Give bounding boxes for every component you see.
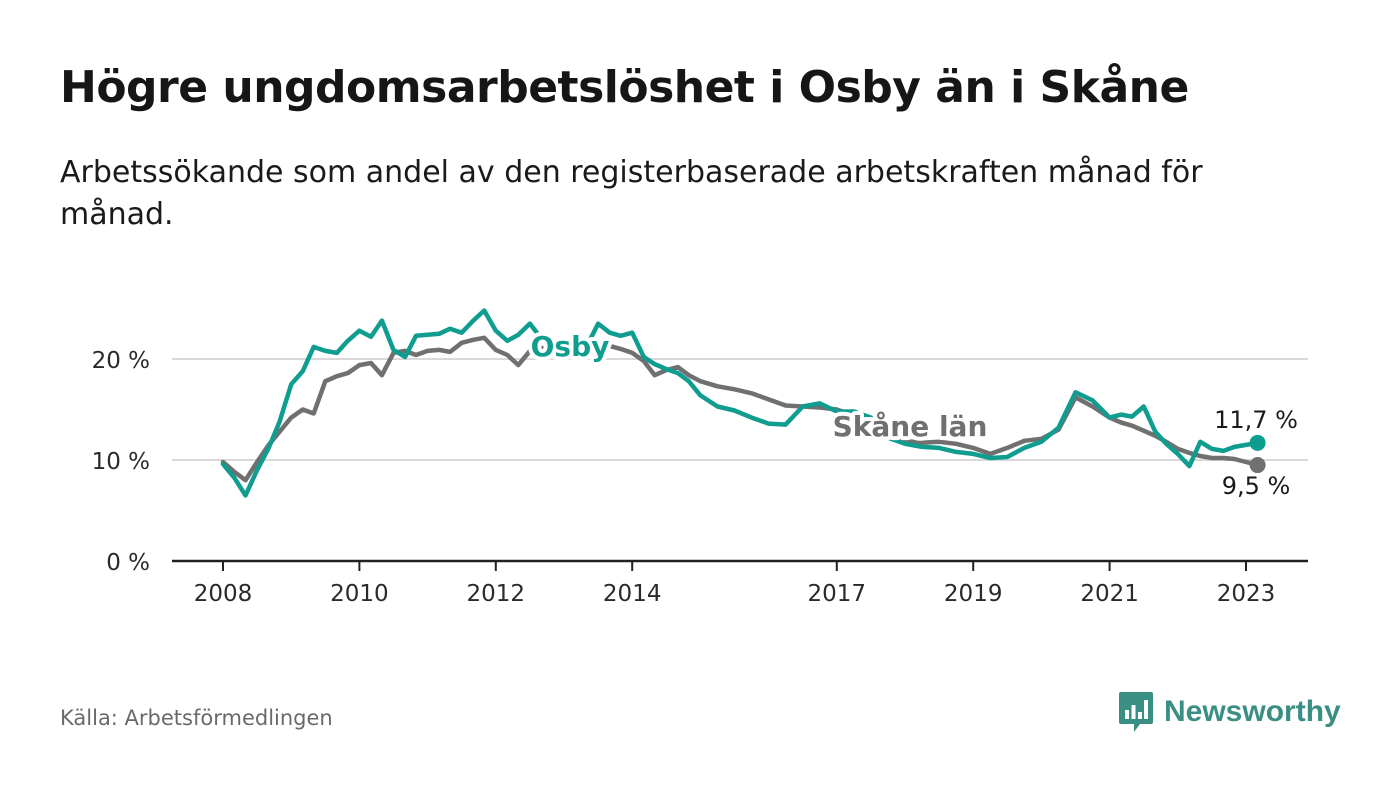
x-tick-label: 2014: [603, 581, 662, 607]
x-tick-label: 2021: [1080, 581, 1139, 607]
series-label-skane: Skåne län: [833, 410, 988, 443]
series-label-skane-halo: Skåne län: [833, 410, 988, 443]
x-tick-label: 2019: [944, 581, 1003, 607]
end-label-skane: 9,5 %: [1222, 472, 1291, 500]
series-label-osby: Osby: [531, 330, 610, 363]
source-note: Källa: Arbetsförmedlingen: [60, 706, 333, 730]
gridlines: [172, 358, 1308, 461]
x-tick-label: 2008: [194, 581, 253, 607]
x-tick-label: 2023: [1217, 581, 1276, 607]
end-point-osby: [1249, 434, 1266, 451]
end-point-skane: [1249, 457, 1266, 474]
end-label-skane-halo: 9,5 %: [1222, 472, 1291, 500]
y-tick-label: 10 %: [92, 449, 150, 475]
y-tick-label: 0 %: [106, 550, 150, 576]
chart-subtitle: Arbetssökande som andel av den registerb…: [60, 155, 1203, 232]
x-tick-label: 2012: [467, 581, 526, 607]
series-line-osby: [220, 308, 1260, 498]
newsworthy-logo-icon: [1119, 692, 1153, 732]
end-label-osby-halo: 11,7 %: [1214, 406, 1298, 434]
y-tick-label: 20 %: [92, 348, 150, 374]
end-label-osby: 11,7 %: [1214, 406, 1298, 434]
x-tick-label: 2017: [808, 581, 867, 607]
chart-title: Högre ungdomsarbetslöshet i Osby än i Sk…: [60, 62, 1189, 113]
x-tick-label: 2010: [330, 581, 389, 607]
axes: 0 % 10 % 20 % 2008 2010 2012 2014 2017 2019 2021 2…: [92, 348, 1308, 607]
series-lines: [220, 308, 1266, 498]
brand-name: Newsworthy: [1164, 695, 1341, 728]
series-label-osby-halo: Osby: [531, 330, 610, 363]
brand-logo[interactable]: Newsworthy: [1118, 690, 1341, 734]
